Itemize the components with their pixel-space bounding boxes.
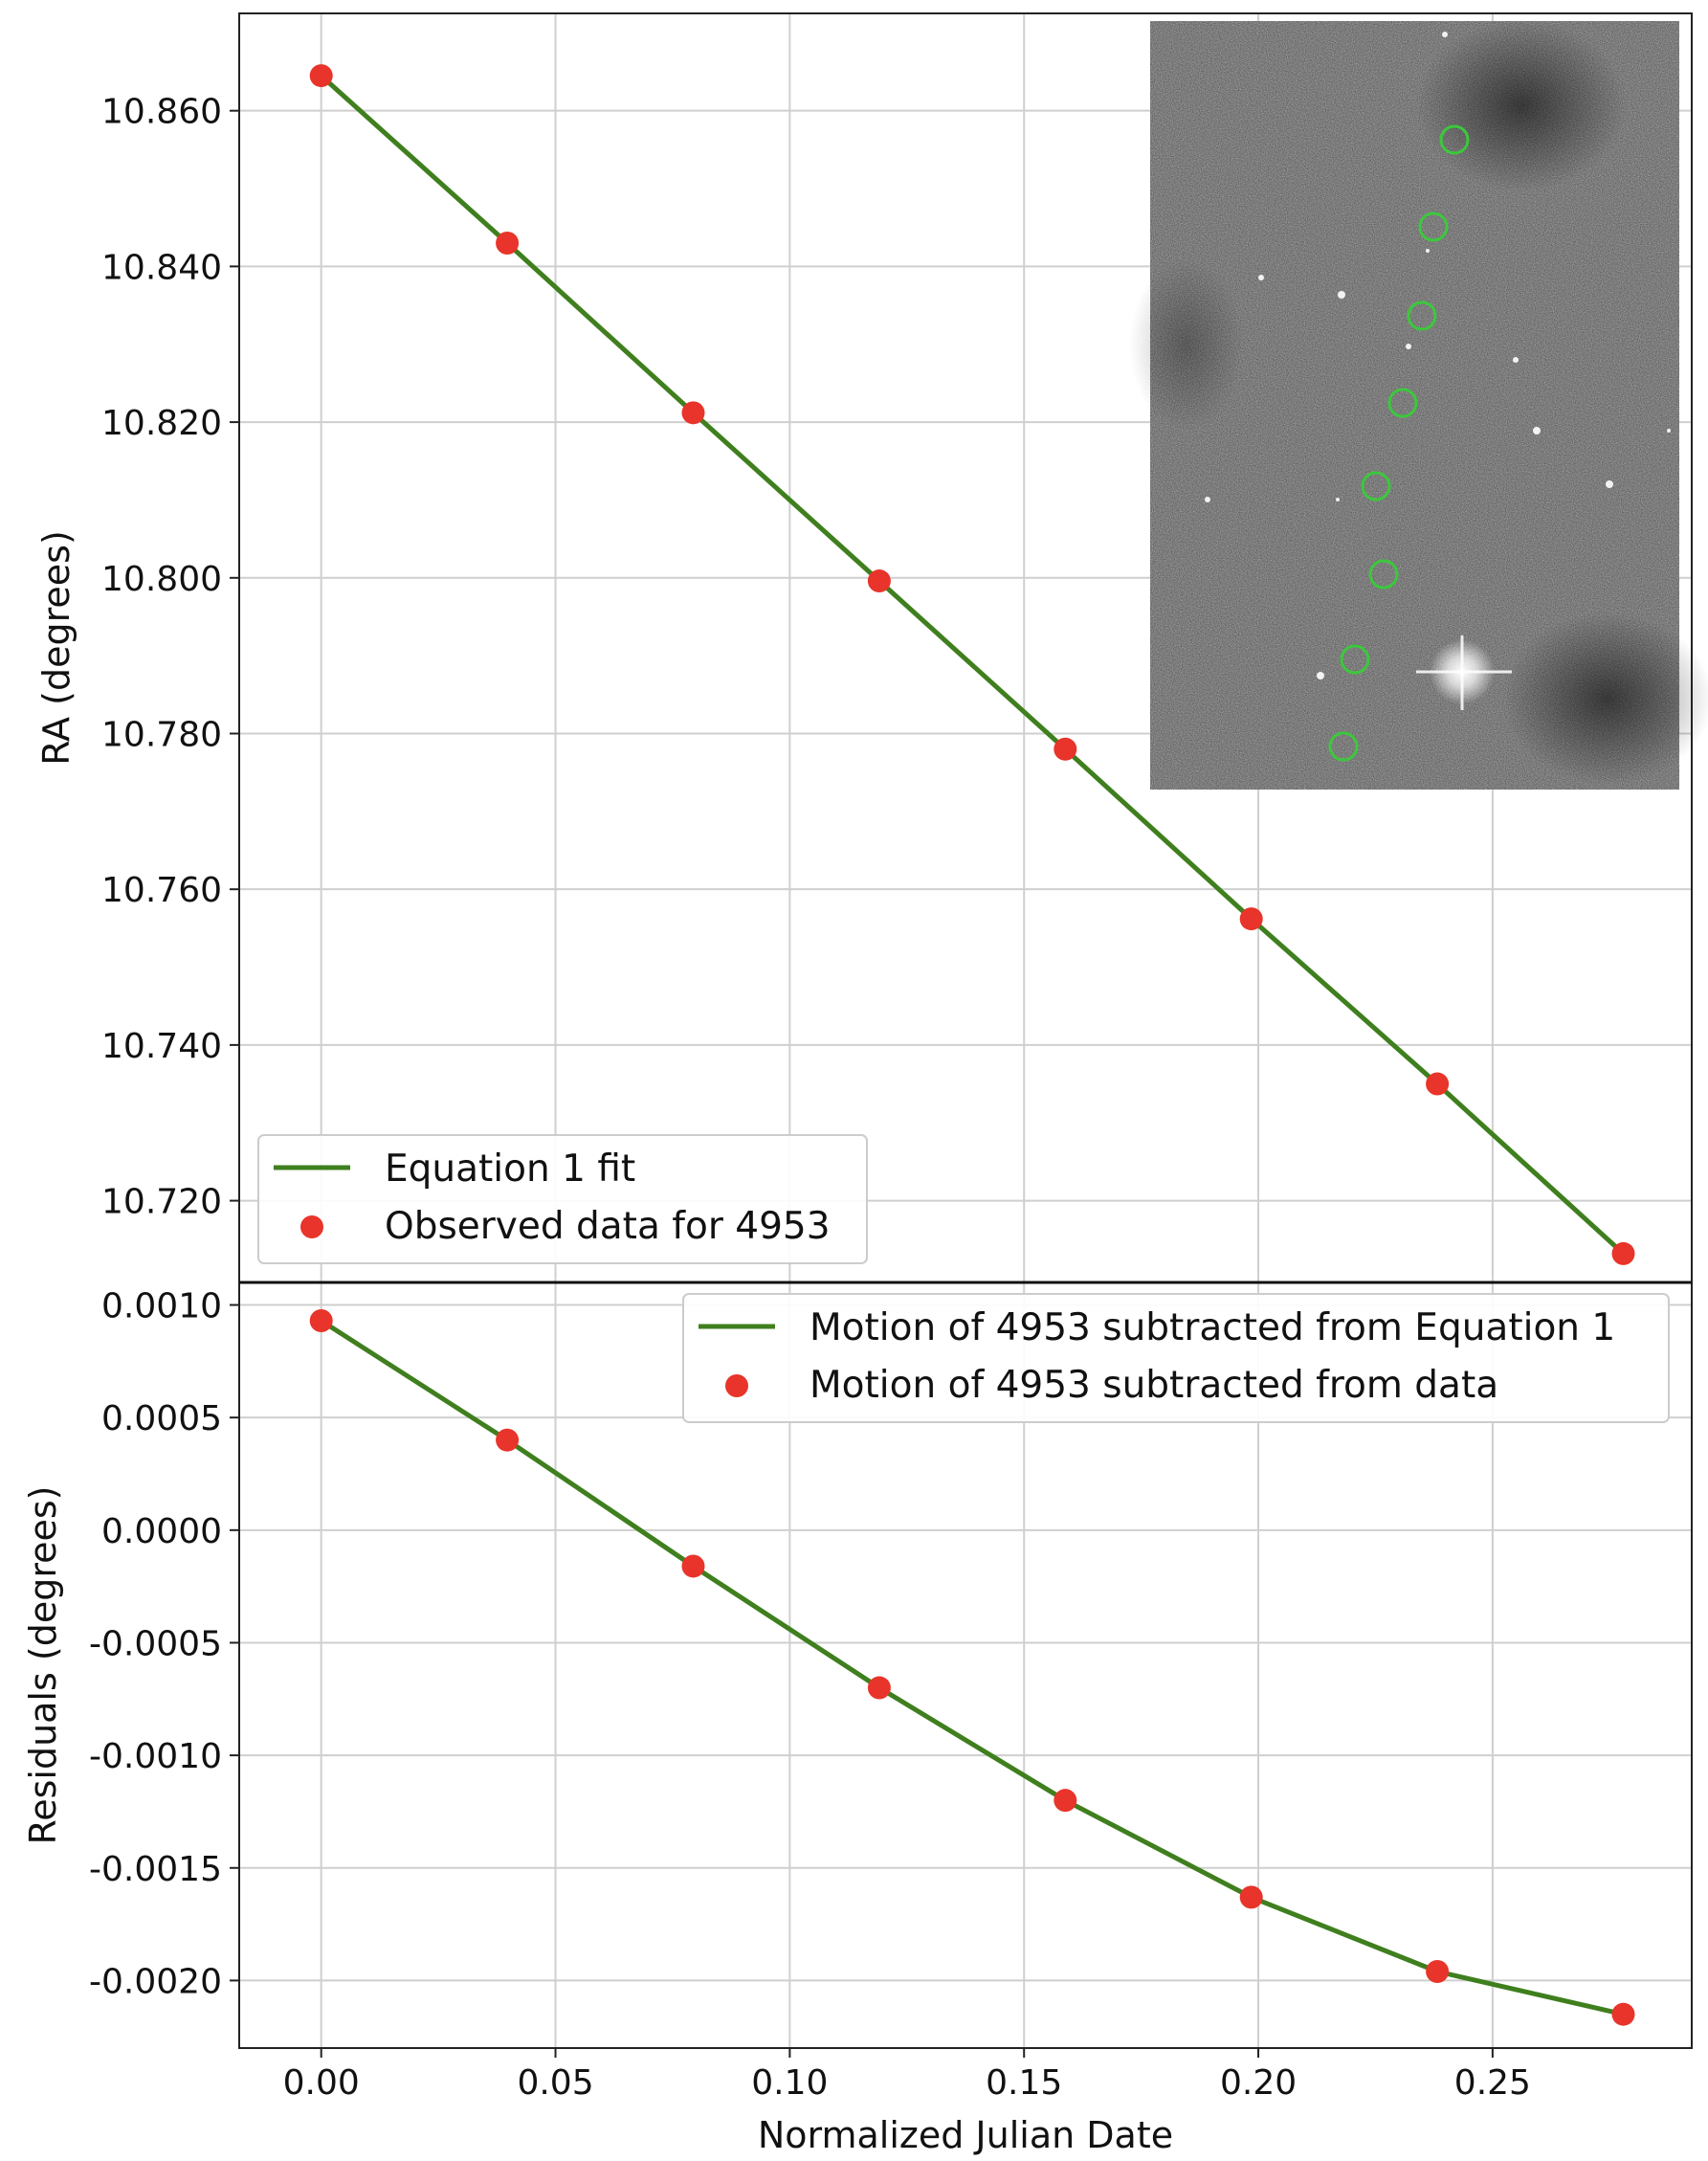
tracked-object-circle (1418, 212, 1449, 242)
inset-dark-region (1502, 613, 1708, 785)
star (1406, 344, 1411, 349)
star (1338, 291, 1345, 299)
x-tick-label: 0.05 (517, 2063, 593, 2103)
fit-line (320, 1318, 1625, 2017)
data-point (1239, 907, 1263, 931)
legend-label: Equation 1 fit (385, 1147, 635, 1191)
data-point (681, 1554, 705, 1578)
y-tick-label: 10.860 (101, 93, 222, 132)
x-tick-label: 0.15 (986, 2063, 1062, 2103)
tracked-object-circle (1439, 124, 1470, 155)
residuals-y-ticks: 0.0010 0.0005 0.0000 -0.0005 -0.0010 -0.0015 -… (89, 1287, 239, 2001)
tracked-object-circle (1387, 388, 1418, 418)
data-point (867, 1676, 891, 1700)
star (1513, 357, 1519, 363)
star (1533, 427, 1541, 434)
legend-label: Observed data for 4953 (385, 1205, 831, 1248)
inset-dark-region (1416, 19, 1627, 191)
y-tick-label: 0.0005 (101, 1399, 222, 1438)
legend-box (257, 1134, 868, 1264)
data-point (1054, 737, 1077, 761)
y-tick-label: 10.780 (101, 715, 222, 754)
y-tick-label: 0.0000 (101, 1512, 222, 1551)
ra-panel: 10.860 10.840 10.820 10.800 10.780 10.760 10.7… (35, 12, 1708, 1283)
star (1205, 497, 1210, 502)
ra-legend: Equation 1 fit Observed data for 4953 (257, 1134, 868, 1264)
sky-image-inset (1129, 19, 1708, 790)
data-point (1239, 1885, 1263, 1909)
x-tick-label: 0.20 (1220, 2063, 1297, 2103)
star (1606, 480, 1613, 488)
tracked-object-circle (1328, 731, 1359, 762)
tracked-object-circle (1368, 559, 1399, 590)
legend-box (682, 1293, 1670, 1423)
y-tick-label: 10.840 (101, 248, 222, 287)
data-point (867, 569, 891, 593)
fit-line (320, 74, 1626, 1256)
data-point (1611, 1241, 1635, 1265)
y-tick-label: 10.800 (101, 560, 222, 599)
y-tick-label: 10.820 (101, 404, 222, 443)
y-tick-label: 10.760 (101, 871, 222, 910)
y-tick-label: -0.0010 (89, 1737, 222, 1776)
y-tick-label: -0.0020 (89, 1962, 222, 2001)
ra-y-ticks: 10.860 10.840 10.820 10.800 10.780 10.760 10.7… (101, 93, 239, 1222)
bright-star (1416, 635, 1512, 710)
residuals-x-ticks: 0.00 0.05 0.10 0.15 0.20 0.25 (283, 2048, 1531, 2103)
x-tick-label: 0.00 (283, 2063, 360, 2103)
tracked-object-circle (1361, 471, 1391, 501)
tracked-object-circles (1328, 124, 1470, 762)
legend-label: Motion of 4953 subtracted from data (810, 1364, 1498, 1407)
data-point (1054, 1789, 1077, 1813)
data-point (496, 1428, 520, 1452)
x-axis-label: Normalized Julian Date (758, 2114, 1173, 2156)
inset-dark-region (1129, 258, 1244, 431)
inset-stars (1205, 32, 1671, 679)
legend-dot-swatch (725, 1374, 748, 1397)
legend-label: Motion of 4953 subtracted from Equation … (810, 1306, 1615, 1349)
data-point (1611, 2002, 1635, 2026)
y-tick-label: 0.0010 (101, 1287, 222, 1326)
y-tick-label: 10.720 (101, 1183, 222, 1222)
residuals-panel: 0.0010 0.0005 0.0000 -0.0005 -0.0010 -0.0015 -… (22, 1281, 1693, 2156)
data-point (1426, 1960, 1450, 1983)
star (1667, 429, 1671, 433)
y-tick-label: -0.0005 (89, 1624, 222, 1663)
data-point (309, 64, 333, 88)
star (1426, 249, 1430, 253)
star (1317, 672, 1324, 679)
tracked-object-circle (1407, 301, 1437, 331)
data-point (681, 401, 705, 425)
residuals-series (309, 1309, 1635, 2026)
tracked-object-circle (1340, 644, 1370, 675)
ra-series (309, 64, 1635, 1265)
star (1336, 498, 1340, 501)
data-point (309, 1309, 333, 1332)
data-point (496, 231, 520, 255)
y-tick-label: -0.0015 (89, 1850, 222, 1889)
ra-y-axis-label: RA (degrees) (35, 530, 78, 766)
data-point (1426, 1072, 1450, 1096)
x-tick-label: 0.25 (1454, 2063, 1531, 2103)
star (1442, 32, 1448, 37)
residuals-y-axis-label: Residuals (degrees) (22, 1486, 64, 1845)
star (1258, 275, 1264, 280)
residuals-legend: Motion of 4953 subtracted from Equation … (682, 1293, 1670, 1423)
y-tick-label: 10.740 (101, 1027, 222, 1066)
x-tick-label: 0.10 (751, 2063, 828, 2103)
legend-dot-swatch (300, 1215, 323, 1238)
